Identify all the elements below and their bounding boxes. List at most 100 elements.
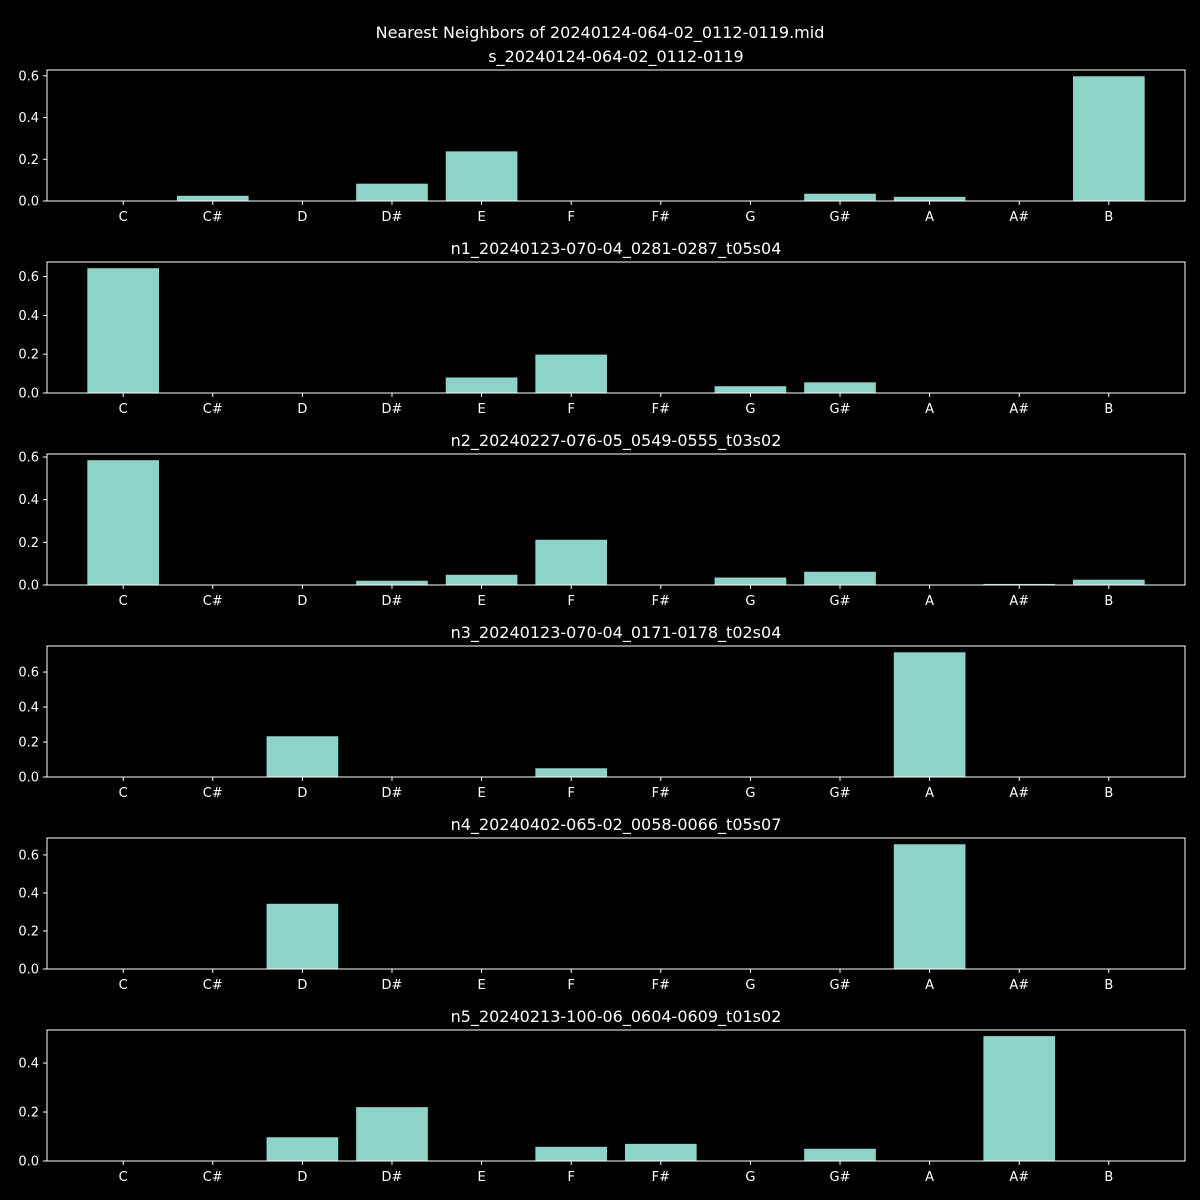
x-tick-label: C	[119, 978, 128, 993]
x-tick-label: C#	[203, 210, 223, 225]
figure-suptitle: Nearest Neighbors of 20240124-064-02_011…	[376, 23, 825, 43]
bar-E	[445, 151, 518, 201]
x-tick-label: C	[119, 786, 128, 801]
bar-B	[1072, 579, 1145, 585]
x-tick-label: F#	[652, 402, 670, 417]
y-tick-label: 0.4	[18, 111, 39, 126]
x-tick-label: D	[297, 978, 307, 993]
axes-frame	[46, 1029, 1186, 1162]
x-tick-label: A#	[1009, 210, 1029, 225]
x-tick-label: A	[925, 210, 934, 225]
bar-C	[87, 460, 160, 585]
x-tick-label: G	[745, 978, 755, 993]
x-tick-label: D	[297, 1170, 307, 1185]
x-tick-label: B	[1104, 210, 1113, 225]
x-tick-label: G	[745, 210, 755, 225]
x-tick-label: A#	[1009, 786, 1029, 801]
bar-Dsharp	[356, 1107, 428, 1161]
axes-frame	[46, 69, 1186, 202]
x-tick-label: A	[925, 786, 934, 801]
bar-A	[893, 196, 966, 201]
x-tick-label: C	[119, 594, 128, 609]
x-tick-label: B	[1104, 1170, 1113, 1185]
bar-Asharp	[983, 583, 1056, 585]
bar-A	[893, 844, 966, 969]
bar-C	[87, 268, 160, 393]
x-tick-label: C	[119, 402, 128, 417]
y-tick-label: 0.0	[18, 387, 39, 402]
bar-Gsharp	[804, 571, 876, 585]
x-tick-label: E	[477, 594, 485, 609]
x-tick-label: A#	[1009, 594, 1029, 609]
x-tick-label: G	[745, 402, 755, 417]
x-tick-label: G#	[830, 786, 851, 801]
subplot-title: n5_20240213-100-06_0604-0609_t01s02	[451, 1007, 782, 1027]
subplot-1: n1_20240123-070-04_0281-0287_t05s04 C C# D D…	[18, 239, 1186, 417]
y-tick-label: 0.6	[18, 848, 39, 863]
bar-D	[266, 736, 339, 777]
x-tick-label: F	[567, 978, 574, 993]
x-tick-label: F	[567, 402, 574, 417]
x-tick-label: G	[745, 1170, 755, 1185]
bar-Dsharp	[356, 183, 428, 201]
bar-D	[266, 1137, 339, 1161]
x-tick-label: D#	[382, 210, 403, 225]
y-tick-label: 0.0	[18, 771, 39, 786]
x-tick-label: G#	[830, 1170, 851, 1185]
x-tick-label: A	[925, 978, 934, 993]
y-tick-label: 0.2	[18, 348, 39, 363]
x-tick-label: F#	[652, 210, 670, 225]
subplot-0: s_20240124-064-02_0112-0119 C C# D D# E F F# G G#…	[18, 47, 1186, 225]
y-tick-label: 0.2	[18, 153, 39, 168]
subplot-title: n2_20240227-076-05_0549-0555_t03s02	[451, 431, 782, 451]
axes-frame	[46, 645, 1186, 778]
x-tick-label: D	[297, 786, 307, 801]
x-tick-label: F	[567, 1170, 574, 1185]
subplot-title: n3_20240123-070-04_0171-0178_t02s04	[451, 623, 782, 643]
y-tick-label: 0.6	[18, 450, 39, 465]
subplot-title: n1_20240123-070-04_0281-0287_t05s04	[451, 239, 782, 259]
x-tick-label: E	[477, 978, 485, 993]
x-tick-label: B	[1104, 786, 1113, 801]
subplot-5: n5_20240213-100-06_0604-0609_t01s02 C C# D D…	[18, 1007, 1186, 1185]
x-tick-label: D#	[382, 402, 403, 417]
x-tick-label: G	[745, 594, 755, 609]
y-tick-label: 0.4	[18, 701, 39, 716]
subplot-title: s_20240124-064-02_0112-0119	[488, 47, 743, 67]
bar-Gsharp	[804, 382, 876, 393]
x-tick-label: D	[297, 210, 307, 225]
x-tick-label: B	[1104, 978, 1113, 993]
subplot-stack: s_20240124-064-02_0112-0119 C C# D D# E F F# G G#…	[18, 47, 1186, 1185]
x-tick-label: F#	[652, 594, 670, 609]
subplot-title: n4_20240402-065-02_0058-0066_t05s07	[451, 815, 782, 835]
subplot-4: n4_20240402-065-02_0058-0066_t05s07 C C# D D…	[18, 815, 1186, 993]
x-tick-label: F	[567, 210, 574, 225]
x-tick-label: G#	[830, 210, 851, 225]
bar-G	[714, 577, 787, 585]
bar-E	[445, 377, 518, 393]
subplot-3: n3_20240123-070-04_0171-0178_t02s04 C C# D D…	[18, 623, 1186, 801]
bar-Gsharp	[804, 193, 876, 201]
bar-Csharp	[176, 195, 249, 201]
x-tick-label: D#	[382, 978, 403, 993]
bar-F	[535, 354, 608, 393]
x-tick-label: E	[477, 786, 485, 801]
x-tick-label: D#	[382, 1170, 403, 1185]
x-tick-label: A	[925, 594, 934, 609]
x-tick-label: A	[925, 1170, 934, 1185]
x-tick-label: F#	[652, 786, 670, 801]
bar-Dsharp	[356, 580, 428, 585]
x-tick-label: B	[1104, 402, 1113, 417]
y-tick-label: 0.4	[18, 1057, 39, 1072]
bar-Fsharp	[624, 1143, 697, 1161]
x-tick-label: F	[567, 786, 574, 801]
y-tick-label: 0.0	[18, 579, 39, 594]
bar-F	[535, 1146, 608, 1161]
x-tick-label: F	[567, 594, 574, 609]
axes-frame	[46, 261, 1186, 394]
x-tick-label: G	[745, 786, 755, 801]
axes-frame	[46, 453, 1186, 586]
x-tick-label: E	[477, 210, 485, 225]
x-tick-label: C#	[203, 786, 223, 801]
